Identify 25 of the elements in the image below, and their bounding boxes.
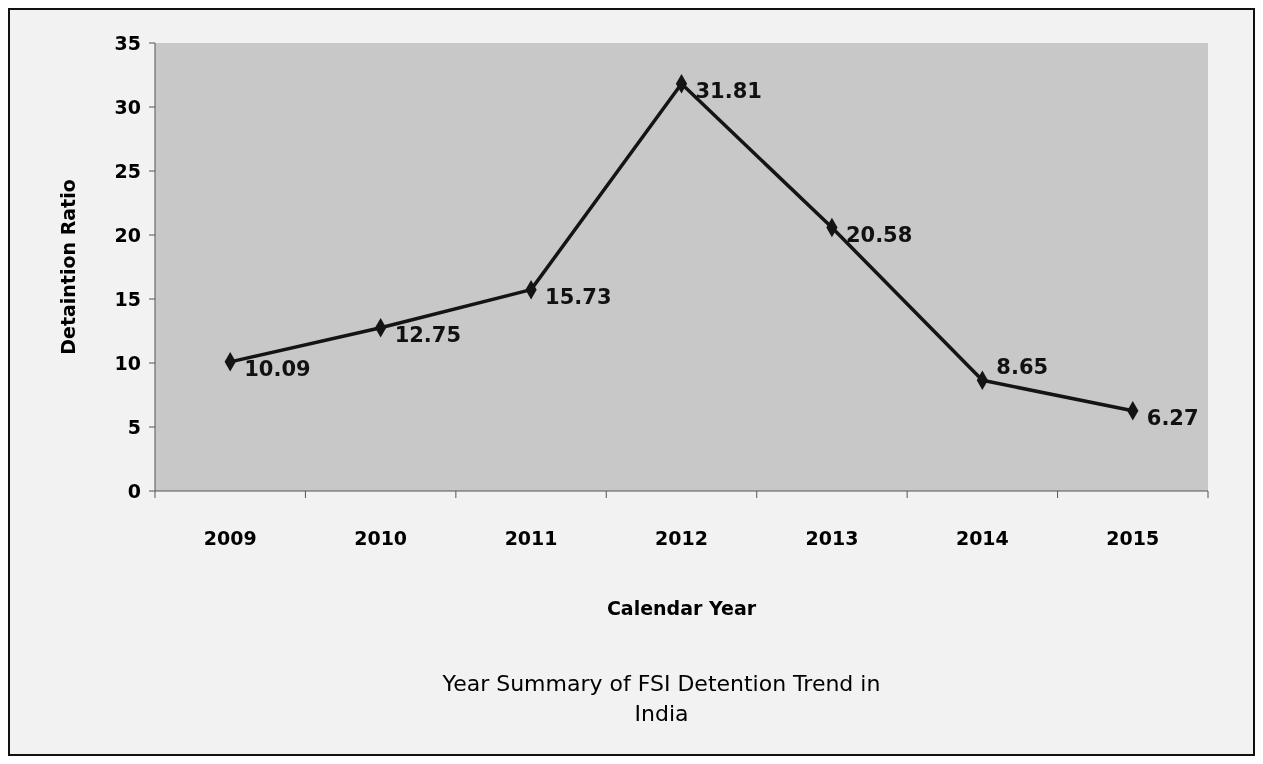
x-tick-label: 2012 (655, 527, 708, 549)
y-tick-label: 35 (114, 31, 141, 54)
x-tick-label: 2009 (203, 527, 257, 549)
x-tick-label: 2013 (805, 527, 859, 549)
data-label: 8.65 (996, 355, 1049, 380)
text: Year Summary of FSI Detention Trend in India (441, 671, 881, 726)
y-tick-label: 20 (114, 223, 141, 246)
x-tick-label: 2014 (955, 527, 1009, 549)
y-tick-label: 0 (127, 479, 141, 502)
data-label: 15.73 (545, 284, 612, 309)
x-tick-label: 2015 (1106, 527, 1160, 549)
x-axis-title: Calendar Year (606, 597, 757, 619)
y-tick-label: 25 (114, 159, 141, 182)
y-tick-label: 15 (114, 287, 141, 310)
data-label: 20.58 (845, 222, 913, 247)
y-axis-title: Detaintion Ratio (57, 179, 79, 355)
x-tick-label: 2010 (354, 527, 408, 549)
data-label: 31.81 (695, 78, 762, 103)
y-tick-label: 5 (127, 415, 141, 438)
data-label: 6.27 (1146, 405, 1199, 430)
data-label: 10.09 (244, 356, 311, 381)
x-tick-label: 2011 (504, 527, 558, 549)
y-tick-label: 10 (114, 351, 141, 374)
data-label: 12.75 (394, 322, 462, 347)
y-tick-label: 30 (114, 95, 141, 118)
